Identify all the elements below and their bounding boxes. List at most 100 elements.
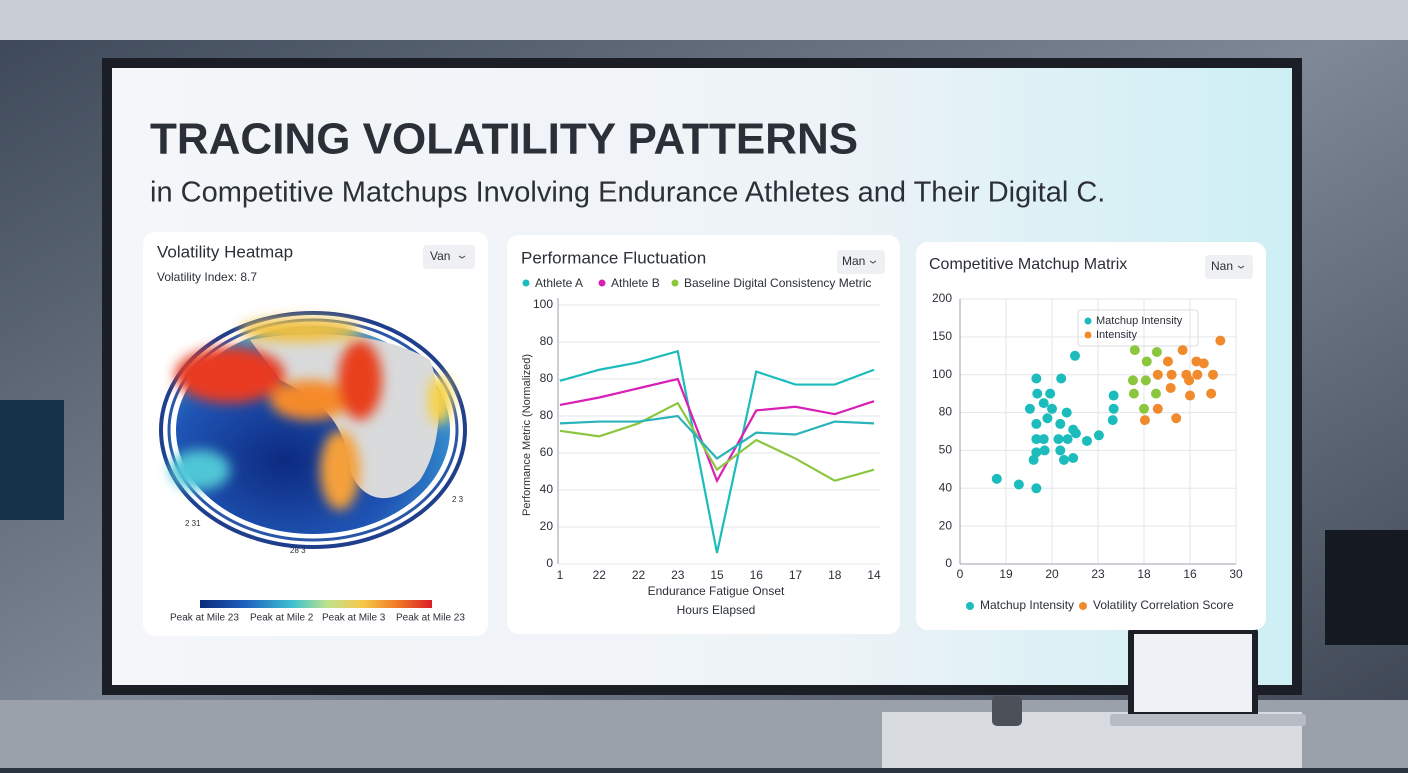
scatter-point bbox=[1208, 369, 1218, 380]
scatter-point bbox=[1028, 454, 1039, 465]
peak-label: Peak at Mile 23 bbox=[170, 613, 239, 624]
x-axis-label: Endurance Fatigue Onset bbox=[648, 584, 785, 598]
scatter-point bbox=[1038, 434, 1049, 445]
scatter-point bbox=[1139, 415, 1150, 426]
tooltip-swatch bbox=[1084, 331, 1092, 339]
dropdown-label: Nan bbox=[1211, 259, 1233, 273]
volatility-index: Volatility Index: 8.7 bbox=[157, 270, 257, 284]
x-tick-label: 1 bbox=[557, 568, 564, 582]
y-tick-label: 100 bbox=[932, 367, 952, 381]
x-tick-label: 19 bbox=[999, 567, 1013, 581]
scatter-point bbox=[1055, 418, 1066, 429]
x-tick-label: 22 bbox=[593, 568, 607, 582]
legend-swatch bbox=[522, 279, 530, 287]
chevron bbox=[1237, 265, 1245, 269]
y-tick-label: 200 bbox=[932, 291, 952, 305]
y-tick-label: 80 bbox=[939, 405, 953, 419]
scatter-point bbox=[1108, 403, 1119, 414]
y-tick-label: 20 bbox=[540, 519, 554, 533]
right-monitor bbox=[1325, 530, 1408, 645]
hotspot bbox=[428, 375, 452, 425]
x-tick-label: 17 bbox=[789, 568, 803, 582]
scatter-point bbox=[1056, 373, 1067, 384]
scatter-point bbox=[1061, 407, 1072, 418]
card-title: Volatility Heatmap bbox=[157, 242, 293, 261]
map-label: 2 31 bbox=[185, 519, 201, 528]
scatter-point bbox=[1081, 435, 1092, 446]
scatter-point bbox=[1129, 345, 1140, 356]
legend-label: Matchup Intensity bbox=[980, 598, 1074, 612]
scatter-point bbox=[1140, 375, 1151, 386]
scatter-point bbox=[1013, 479, 1024, 490]
y-tick-label: 60 bbox=[540, 445, 554, 459]
hotspot bbox=[270, 380, 350, 420]
y-tick-label: 20 bbox=[939, 518, 953, 532]
scatter-point bbox=[1031, 373, 1042, 384]
scatter-point bbox=[1139, 403, 1149, 414]
peak-label: Peak at Mile 2 bbox=[250, 613, 314, 624]
card-title: Performance Fluctuation bbox=[521, 248, 706, 267]
scatter-point bbox=[1152, 403, 1163, 414]
y-tick-label: 40 bbox=[939, 480, 953, 494]
y-tick-label: 80 bbox=[540, 334, 554, 348]
peak-label: Peak at Mile 3 bbox=[322, 613, 386, 624]
scatter-point bbox=[1031, 447, 1042, 458]
scatter-point bbox=[1070, 350, 1080, 361]
scatter-point bbox=[1031, 434, 1042, 445]
scatter-point bbox=[1045, 388, 1056, 399]
scatter-point bbox=[1039, 445, 1050, 456]
hotspot bbox=[338, 340, 382, 420]
dropdown[interactable] bbox=[423, 245, 475, 269]
scatter-point bbox=[1062, 434, 1073, 445]
y-tick-label: 100 bbox=[533, 297, 553, 311]
scatter-point bbox=[1093, 430, 1104, 441]
scatter-point bbox=[1166, 369, 1177, 380]
scatter-point bbox=[1151, 347, 1162, 357]
x-tick-label: 23 bbox=[1091, 567, 1105, 581]
map-label: 28 3 bbox=[290, 546, 306, 555]
scatter-point bbox=[1024, 403, 1035, 414]
y-tick-label: 80 bbox=[540, 371, 554, 385]
scatter-point bbox=[1192, 369, 1203, 380]
y-tick-label: 0 bbox=[546, 556, 553, 570]
land bbox=[250, 334, 439, 499]
scatter-point bbox=[1068, 453, 1079, 463]
x-tick-label: 30 bbox=[1229, 567, 1243, 581]
dropdown[interactable] bbox=[837, 250, 885, 274]
x-tick-label: 16 bbox=[1183, 567, 1197, 581]
series-line bbox=[559, 414, 875, 460]
hotspot bbox=[240, 318, 360, 342]
legend-swatch bbox=[598, 279, 606, 287]
map-label: 2 3 bbox=[452, 495, 464, 504]
dropdown[interactable] bbox=[1205, 255, 1253, 279]
page-title: TRACING VOLATILITY PATTERNS bbox=[150, 115, 858, 164]
side-monitor bbox=[0, 400, 64, 520]
hotspot bbox=[175, 347, 285, 403]
x-tick-label: 0 bbox=[957, 567, 964, 581]
color-bar bbox=[200, 600, 432, 608]
scatter-point bbox=[1127, 375, 1138, 386]
scatter-point bbox=[1198, 358, 1209, 369]
legend-swatch bbox=[966, 602, 974, 610]
ring bbox=[159, 311, 467, 549]
legend-label: Athlete B bbox=[611, 276, 660, 290]
laptop-screen bbox=[1134, 634, 1252, 712]
x-tick-label: 18 bbox=[1137, 567, 1151, 581]
x-tick-label: 14 bbox=[867, 568, 881, 582]
scatter-point bbox=[1152, 369, 1163, 380]
dropdown-label: Man bbox=[842, 254, 865, 268]
scatter-point bbox=[1055, 445, 1066, 456]
legend-swatch bbox=[1079, 602, 1087, 610]
chevron bbox=[869, 260, 877, 264]
scatter-point bbox=[1107, 415, 1118, 426]
scatter-point bbox=[1141, 356, 1152, 367]
scatter-point bbox=[1165, 382, 1176, 393]
scatter-point bbox=[1128, 388, 1139, 399]
card-title: Competitive Matchup Matrix bbox=[929, 256, 1127, 273]
peak-label: Peak at Mile 23 bbox=[396, 613, 465, 624]
x-tick-label: 15 bbox=[710, 568, 724, 582]
series-line bbox=[559, 401, 875, 482]
scatter-point bbox=[1185, 390, 1195, 401]
mug bbox=[992, 696, 1022, 726]
